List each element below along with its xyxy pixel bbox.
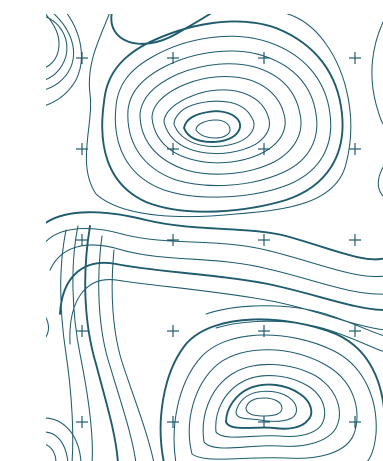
plus-cross-icon: [167, 416, 179, 428]
contour-line: [205, 305, 383, 336]
contour-map-canvas: [46, 14, 383, 461]
plus-cross-icon: [167, 234, 179, 246]
contour-line: [69, 279, 383, 345]
contour-line: [173, 100, 255, 148]
contour-line: [59, 261, 383, 315]
contour-line: [127, 50, 318, 187]
contour-line: [46, 431, 69, 461]
plus-cross-icon: [349, 52, 361, 64]
plus-cross-icon: [258, 143, 270, 155]
plus-cross-icon: [258, 52, 270, 64]
contour-line: [195, 119, 231, 139]
contour-line: [202, 363, 340, 449]
plus-cross-icon: [76, 234, 88, 246]
plus-cross-icon: [167, 52, 179, 64]
contour-line: [114, 35, 332, 198]
contour-line: [163, 89, 271, 155]
contour-line: [159, 318, 383, 461]
grid-crosses: [76, 52, 361, 428]
contour-line: [110, 14, 212, 45]
plus-cross-icon: [349, 416, 361, 428]
plus-cross-icon: [349, 325, 361, 337]
contour-line: [46, 228, 383, 278]
contour-line: [173, 334, 377, 461]
plus-cross-icon: [167, 325, 179, 337]
contour-line: [377, 166, 383, 197]
contour-line: [46, 417, 82, 461]
contour-line: [98, 235, 137, 461]
contour-line: [225, 383, 313, 430]
plus-cross-icon: [258, 234, 270, 246]
contour-line: [215, 375, 326, 438]
contour-lines: [46, 14, 383, 461]
contour-line: [46, 16, 68, 80]
contour-line: [151, 76, 286, 164]
contour-line: [371, 21, 383, 125]
contour-line: [235, 390, 298, 422]
contour-line: [188, 349, 358, 460]
plus-cross-icon: [76, 52, 88, 64]
plus-cross-icon: [76, 416, 88, 428]
contour-line: [46, 211, 383, 261]
contour-line: [60, 229, 74, 461]
contour-line: [245, 397, 283, 417]
contour-line: [111, 249, 155, 461]
plus-cross-icon: [349, 234, 361, 246]
contour-line: [101, 20, 344, 213]
contour-line: [46, 316, 50, 338]
contour-line: [46, 14, 82, 106]
plus-cross-icon: [76, 143, 88, 155]
plus-cross-icon: [167, 143, 179, 155]
plus-cross-icon: [76, 325, 88, 337]
plus-cross-icon: [258, 325, 270, 337]
contour-line: [46, 14, 60, 68]
contour-line: [49, 244, 383, 295]
contour-map: [46, 14, 383, 461]
contour-line: [46, 444, 57, 461]
plus-cross-icon: [349, 143, 361, 155]
plus-cross-icon: [258, 416, 270, 428]
contour-line: [72, 225, 93, 461]
contour-line: [46, 14, 74, 90]
contour-line: [215, 320, 383, 352]
contour-line: [183, 110, 242, 143]
contour-line: [84, 225, 119, 461]
contour-line: [139, 63, 302, 175]
contour-line: [85, 14, 352, 218]
